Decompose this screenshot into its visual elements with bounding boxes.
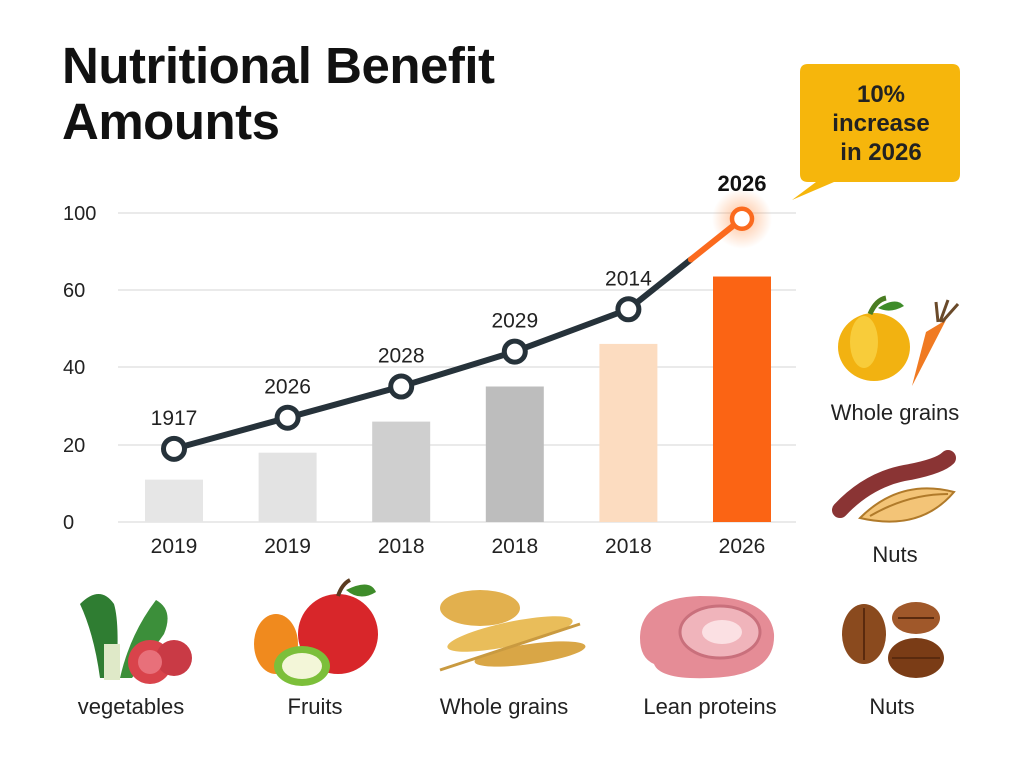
point-label: 2026 xyxy=(718,171,767,196)
x-tick-label: 2026 xyxy=(719,535,766,558)
nuts-icon xyxy=(842,602,944,678)
line-segment xyxy=(284,383,405,421)
y-tick-label: 100 xyxy=(63,203,96,225)
y-tick-label: 40 xyxy=(63,357,85,379)
line-segment xyxy=(625,256,694,313)
line-point xyxy=(615,296,642,323)
line-point xyxy=(729,206,755,232)
bottom-label-lean-proteins: Lean proteins xyxy=(643,694,777,719)
line-point xyxy=(388,373,415,400)
x-tick-label: 2019 xyxy=(264,535,311,558)
line-segment xyxy=(171,414,291,452)
bar xyxy=(372,421,431,522)
point-label: 2028 xyxy=(378,345,425,368)
bar xyxy=(485,386,544,522)
callout-line-2: increase xyxy=(832,110,930,137)
point-label: 1917 xyxy=(151,407,198,430)
x-tick-label: 2018 xyxy=(491,535,538,558)
callout-line-3: in 2026 xyxy=(840,139,922,166)
bar xyxy=(599,343,658,522)
line-point xyxy=(274,404,301,431)
line-segment xyxy=(398,348,518,390)
side-label-nuts: Nuts xyxy=(872,542,918,567)
side-label-whole-grains: Whole grains xyxy=(830,400,960,425)
point-label: 2029 xyxy=(491,310,538,333)
callout-line-1: 10% xyxy=(856,81,906,108)
callout-text: 10% increase in 2026 xyxy=(800,80,962,167)
bottom-label-vegetables: vegetables xyxy=(77,694,185,719)
y-tick-label: 20 xyxy=(63,435,85,457)
line-point xyxy=(161,435,187,462)
x-tick-label: 2019 xyxy=(151,535,198,558)
bottom-label-whole-grains: Whole grains xyxy=(439,694,569,719)
lean-proteins-icon xyxy=(640,596,775,679)
fruits-icon xyxy=(254,578,378,686)
bottom-label-fruits: Fruits xyxy=(287,694,343,719)
bottom-label-nuts: Nuts xyxy=(869,694,915,719)
x-tick-label: 2018 xyxy=(605,535,652,558)
x-tick-label: 2018 xyxy=(378,535,425,558)
bar xyxy=(258,452,317,522)
chart-title: Nutritional Benefit Amounts xyxy=(62,37,495,150)
callout-bubble xyxy=(792,64,960,200)
pepper-carrot-icon xyxy=(838,295,960,386)
point-label: 2026 xyxy=(264,376,311,399)
bar xyxy=(713,276,771,522)
y-tick-label: 0 xyxy=(63,512,74,534)
bar xyxy=(145,479,203,522)
line-segment xyxy=(511,306,632,355)
whole-grains-icon xyxy=(439,590,586,672)
vegetables-icon xyxy=(80,594,192,684)
line-point xyxy=(501,338,528,365)
sausage-seed-icon xyxy=(832,450,956,523)
y-tick-label: 60 xyxy=(63,280,85,302)
point-label: 2014 xyxy=(605,267,652,290)
